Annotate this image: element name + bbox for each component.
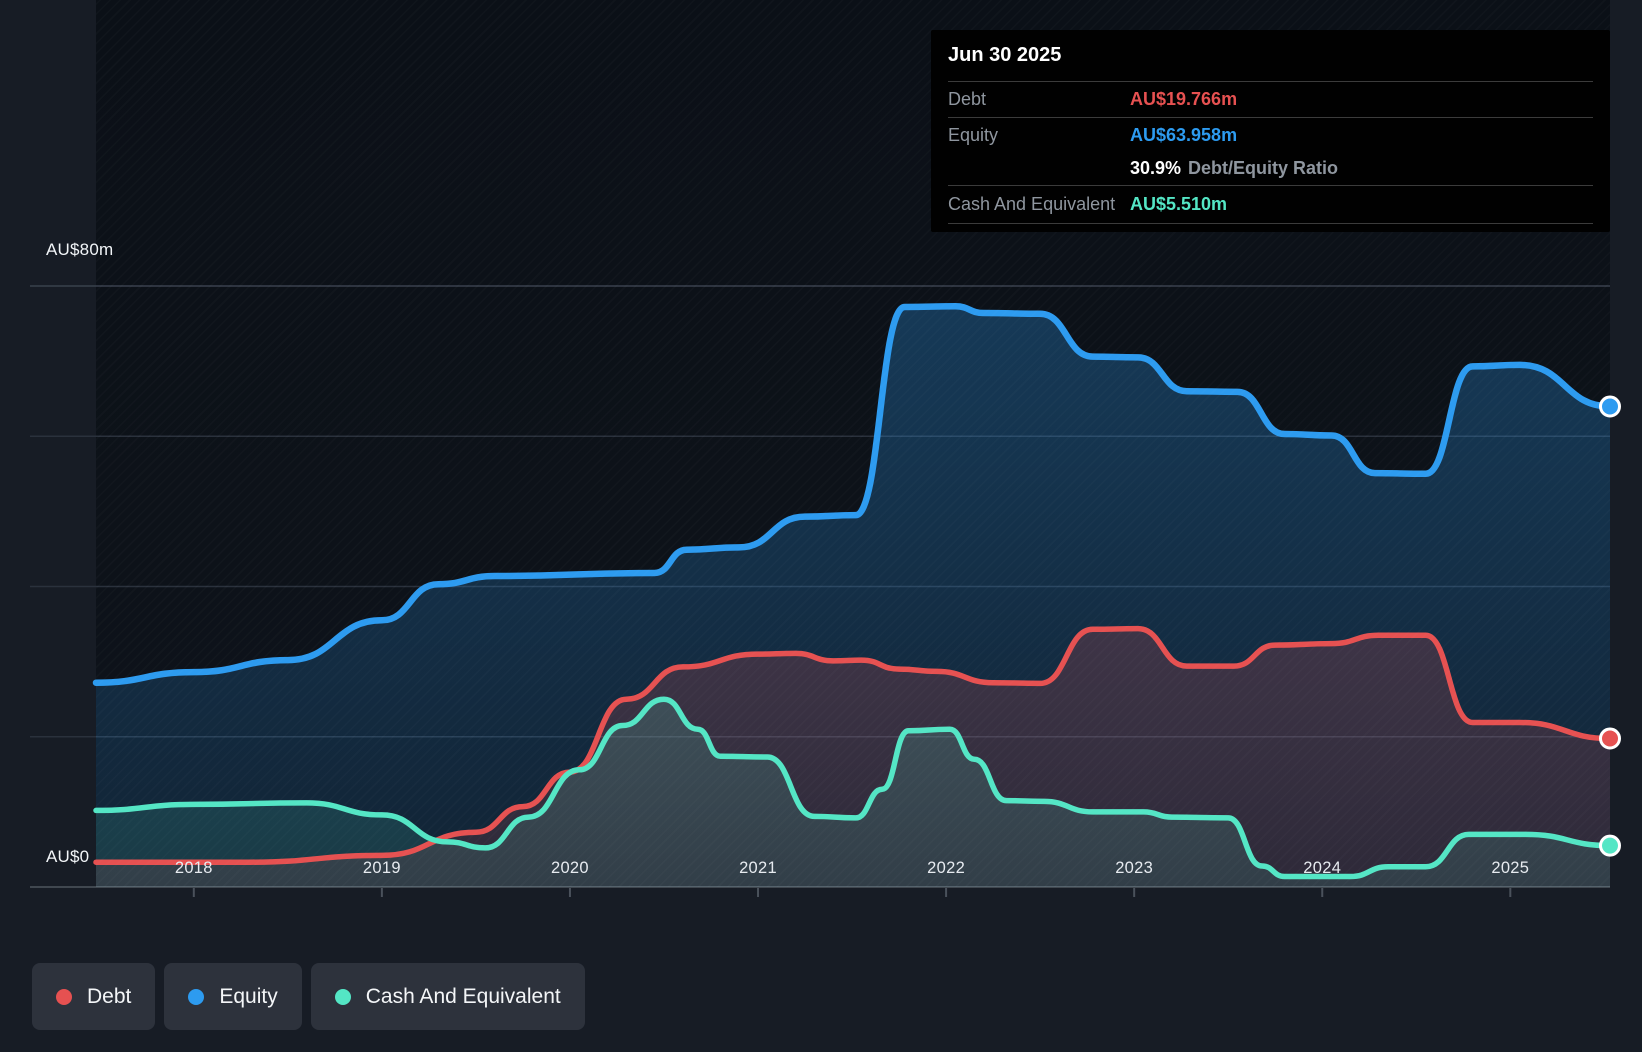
series-line-equity <box>92 303 1614 686</box>
y-axis-label-zero: AU$0 <box>46 847 90 866</box>
legend-item-cash[interactable]: Cash And Equivalent <box>310 963 585 1030</box>
series-end-marker-cash[interactable] <box>1599 834 1621 857</box>
tooltip-equity-label: Equity <box>948 124 999 145</box>
chart-legend: Debt Equity Cash And Equivalent <box>32 963 585 1030</box>
tooltip-cash-label: Cash And Equivalent <box>948 194 1116 214</box>
tooltip-row-ratio: 30.9% Debt/Equity Ratio <box>948 152 1593 186</box>
x-axis-label-2022: 2022 <box>927 859 966 877</box>
legend-label-debt: Debt <box>87 984 132 1008</box>
x-axis-label-2021: 2021 <box>739 859 777 877</box>
legend-item-equity[interactable]: Equity <box>164 963 302 1030</box>
series-line-cash <box>93 696 1613 880</box>
tooltip-row-equity: Equity AU$63.958m <box>948 118 1593 152</box>
series-line-debt <box>93 625 1613 865</box>
tooltip-debt-label: Debt <box>948 89 987 109</box>
tooltip-debt-value: AU$19.766m <box>1130 89 1238 109</box>
y-axis-label-max: AU$80m <box>46 240 114 259</box>
x-axis-label-2023: 2023 <box>1115 859 1154 877</box>
tooltip-ratio: 30.9% Debt/Equity Ratio <box>1130 158 1338 179</box>
chart-tooltip: Jun 30 2025 Debt AU$19.766m Equity AU$63… <box>931 30 1610 232</box>
tooltip-row-cash: Cash And Equivalent AU$5.510m <box>948 186 1593 224</box>
equity-series-dot-icon <box>188 988 205 1005</box>
legend-item-debt[interactable]: Debt <box>32 963 156 1030</box>
tooltip-ratio-label: Debt/Equity Ratio <box>1188 158 1339 178</box>
x-axis-ticks <box>192 888 1512 897</box>
x-axis-label-2018: 2018 <box>174 859 213 877</box>
tooltip-ratio-value: 30.9% <box>1130 158 1182 178</box>
tooltip-equity-value: AU$63.958m <box>1130 124 1238 145</box>
legend-label-cash: Cash And Equivalent <box>365 984 561 1008</box>
debt-series-dot-icon <box>56 988 72 1005</box>
legend-label-equity: Equity <box>219 984 278 1008</box>
tooltip-cash-value: AU$5.510m <box>1130 194 1228 214</box>
x-axis-label-2020: 2020 <box>550 859 589 877</box>
series-end-marker-equity[interactable] <box>1599 395 1621 418</box>
x-axis-label-2019: 2019 <box>362 859 401 877</box>
tooltip-row-debt: Debt AU$19.766m <box>948 82 1593 118</box>
x-axis-label-2025: 2025 <box>1491 859 1530 877</box>
series-end-marker-debt[interactable] <box>1599 727 1621 750</box>
tooltip-date: Jun 30 2025 <box>948 30 1593 82</box>
x-axis-label-2024: 2024 <box>1303 859 1342 877</box>
cash-series-dot-icon <box>334 988 351 1005</box>
series-area-cash <box>96 699 1610 887</box>
